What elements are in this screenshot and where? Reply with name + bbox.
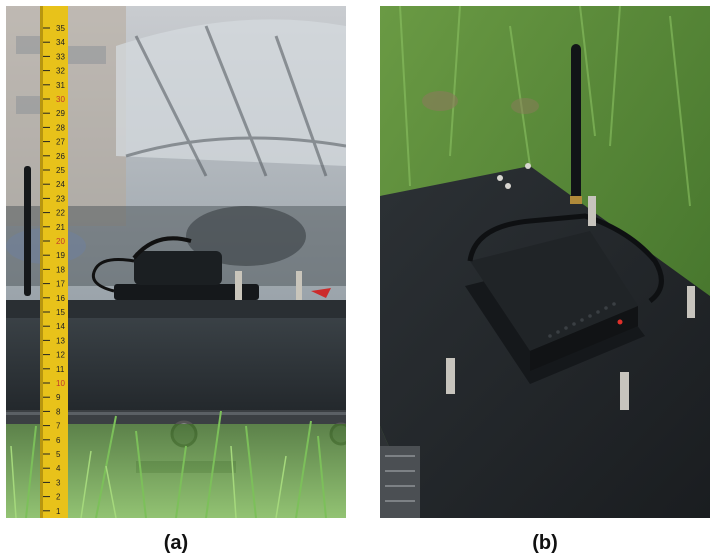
photo-a-scene: 3534333231302928272625242322212019181716… — [6, 6, 346, 518]
tape-tick-label: 2 — [56, 493, 61, 502]
tape-tick-label: 22 — [56, 209, 65, 218]
caption-a: (a) — [163, 532, 189, 554]
tape-tick-label: 5 — [56, 450, 61, 459]
standoff-post — [296, 271, 302, 301]
tape-tick-label: 8 — [56, 407, 61, 416]
tape-tick-label: 35 — [56, 24, 65, 33]
caption-b: (b) — [532, 532, 558, 554]
antenna — [571, 44, 581, 202]
tape-tick-label: 29 — [56, 109, 65, 118]
battery-mount — [114, 284, 259, 300]
tape-tick-label: 9 — [56, 393, 61, 402]
battery-pack — [470, 231, 638, 351]
antenna — [24, 166, 31, 296]
tape-tick-label: 25 — [56, 166, 65, 175]
tape-tick-label: 7 — [56, 422, 61, 431]
photo-b-scene — [380, 6, 710, 518]
photo-panel-a: 35 34 33 32 31 30 29 28 27 26 25 24 23 22 21 20 19 18 17 16… — [6, 6, 346, 518]
tape-tick-label: 17 — [56, 280, 65, 289]
track — [380, 446, 420, 518]
tape-tick-label: 11 — [56, 365, 65, 374]
standoff-post — [687, 286, 695, 318]
tape-tick-label: 3 — [56, 478, 61, 487]
tape-tick-label: 18 — [56, 265, 65, 274]
tape-tick-label: 33 — [56, 52, 65, 61]
tape-tick-label: 14 — [56, 322, 65, 331]
tape-tick-label: 21 — [56, 223, 65, 232]
status-led — [617, 319, 623, 325]
tape-tick-label: 23 — [56, 194, 65, 203]
standoff-post — [588, 196, 596, 226]
chassis-top-plate — [6, 300, 346, 320]
canopy-structure — [116, 19, 346, 167]
tape-tick-label: 13 — [56, 336, 65, 345]
tape-tick-label: 31 — [56, 81, 65, 90]
battery-strap — [132, 236, 192, 260]
tape-tick-label: 34 — [56, 38, 65, 47]
standoff-post — [446, 358, 455, 394]
standoff-post — [235, 271, 242, 301]
tape-tick-label: 12 — [56, 351, 65, 360]
battery-strap — [467, 213, 664, 303]
tape-tick-label: 1 — [56, 507, 61, 516]
measuring-tape: 3534333231302928272625242322212019181716… — [40, 6, 68, 518]
tape-tick-label: 6 — [56, 436, 61, 445]
tape-tick-label: 32 — [56, 67, 65, 76]
photo-panel-b — [380, 6, 710, 518]
standoff-post — [620, 372, 629, 410]
tape-tick-label: 19 — [56, 251, 65, 260]
tape-tick-label: 28 — [56, 123, 65, 132]
tape-tick-label: 4 — [56, 464, 61, 473]
tape-tick-label: 20 — [56, 237, 65, 246]
tape-tick-label: 15 — [56, 308, 65, 317]
tape-tick-label: 10 — [56, 379, 65, 388]
tape-tick-label: 26 — [56, 152, 65, 161]
tape-tick-label: 27 — [56, 138, 65, 147]
tape-tick-label: 16 — [56, 294, 65, 303]
tape-tick-label: 24 — [56, 180, 65, 189]
tape-tick-label: 30 — [56, 95, 65, 104]
battery-pack — [134, 251, 222, 285]
